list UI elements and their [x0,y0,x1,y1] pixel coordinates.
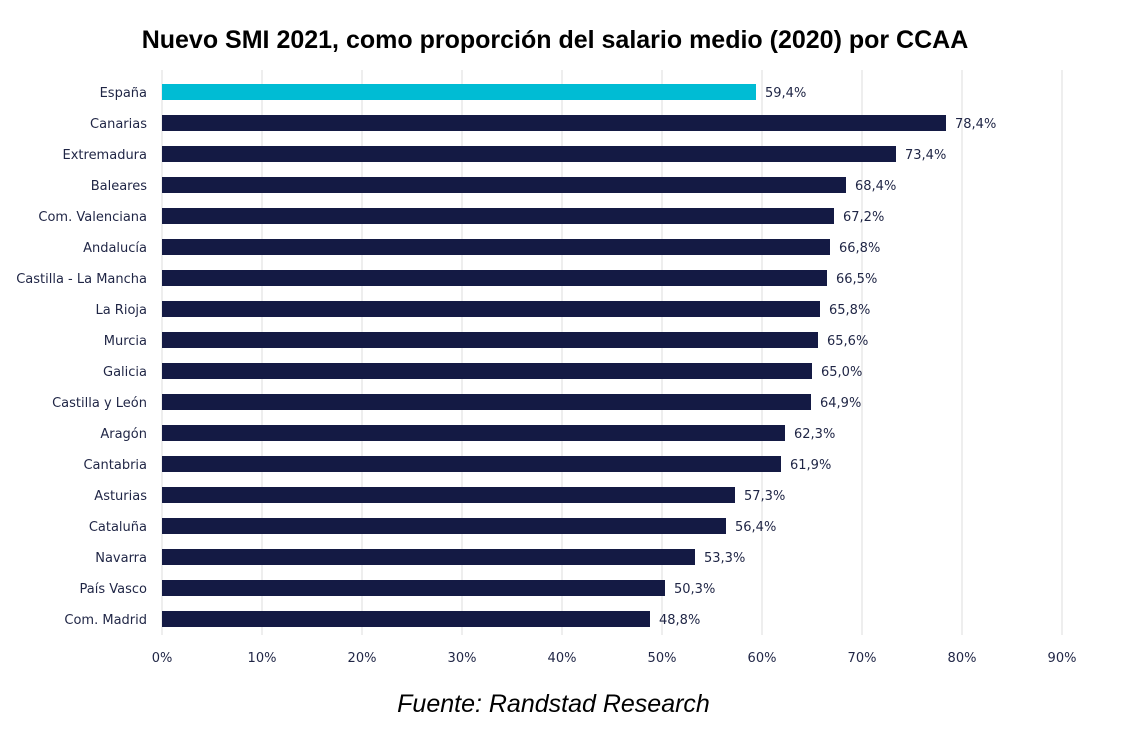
bar [162,549,695,565]
x-tick-label: 0% [152,651,173,666]
bar [162,611,650,627]
bar [162,332,818,348]
category-label: Castilla y León [52,396,147,411]
x-tick-label: 20% [348,651,377,666]
x-tick-label: 10% [248,651,277,666]
category-label: Canarias [90,117,147,132]
bar [162,177,846,193]
bars [162,84,946,627]
bar [162,425,785,441]
value-label: 62,3% [794,427,835,442]
value-label: 66,5% [836,272,877,287]
x-tick-label: 90% [1048,651,1077,666]
value-label: 48,8% [659,613,700,628]
category-label: Cantabria [83,458,147,473]
bar [162,146,896,162]
x-axis-ticks: 0% 10% 20% 30% 40% 50% 60% 70% 80% 90% [152,651,1077,666]
bar [162,363,812,379]
category-label: Castilla - La Mancha [16,272,147,287]
category-label: Andalucía [83,241,147,256]
value-labels: 59,4% 78,4% 73,4% 68,4% 67,2% 66,8% 66,5% 65,8%… [659,86,996,628]
bar [162,487,735,503]
category-label: Galicia [103,365,147,380]
value-label: 67,2% [843,210,884,225]
x-tick-label: 40% [548,651,577,666]
value-label: 53,3% [704,551,745,566]
grid-lines [161,70,1063,635]
category-label: Com. Madrid [64,613,147,628]
bar [162,580,665,596]
category-label: Extremadura [63,148,148,163]
value-label: 64,9% [820,396,861,411]
category-label: Baleares [91,179,148,194]
value-label: 50,3% [674,582,715,597]
x-tick-label: 30% [448,651,477,666]
bar [162,518,726,534]
x-tick-label: 50% [648,651,677,666]
bar [162,394,811,410]
bar [162,301,820,317]
category-labels: España Canarias Extremadura Baleares Com. Va… [16,86,147,628]
bar [162,239,830,255]
bar [162,270,827,286]
x-tick-label: 60% [748,651,777,666]
category-label: España [100,86,147,101]
x-tick-label: 80% [948,651,977,666]
category-label: Murcia [104,334,147,349]
category-label: Cataluña [89,520,147,535]
bar-chart: España Canarias Extremadura Baleares Com. Va… [16,70,1077,666]
value-label: 59,4% [765,86,806,101]
value-label: 57,3% [744,489,785,504]
bar [162,208,834,224]
chart-title: Nuevo SMI 2021, como proporción del sala… [141,26,969,54]
value-label: 73,4% [905,148,946,163]
value-label: 78,4% [955,117,996,132]
value-label: 65,8% [829,303,870,318]
category-label: La Rioja [95,303,147,318]
value-label: 65,6% [827,334,868,349]
bar [162,456,781,472]
category-label: Com. Valenciana [38,210,147,225]
value-label: 56,4% [735,520,776,535]
category-label: Navarra [95,551,147,566]
x-tick-label: 70% [848,651,877,666]
source-note: Fuente: Randstad Research [397,690,710,718]
category-label: País Vasco [80,582,148,597]
value-label: 61,9% [790,458,831,473]
value-label: 68,4% [855,179,896,194]
value-label: 65,0% [821,365,862,380]
value-label: 66,8% [839,241,880,256]
bar [162,84,756,100]
category-label: Aragón [100,427,147,442]
bar [162,115,946,131]
category-label: Asturias [94,489,147,504]
